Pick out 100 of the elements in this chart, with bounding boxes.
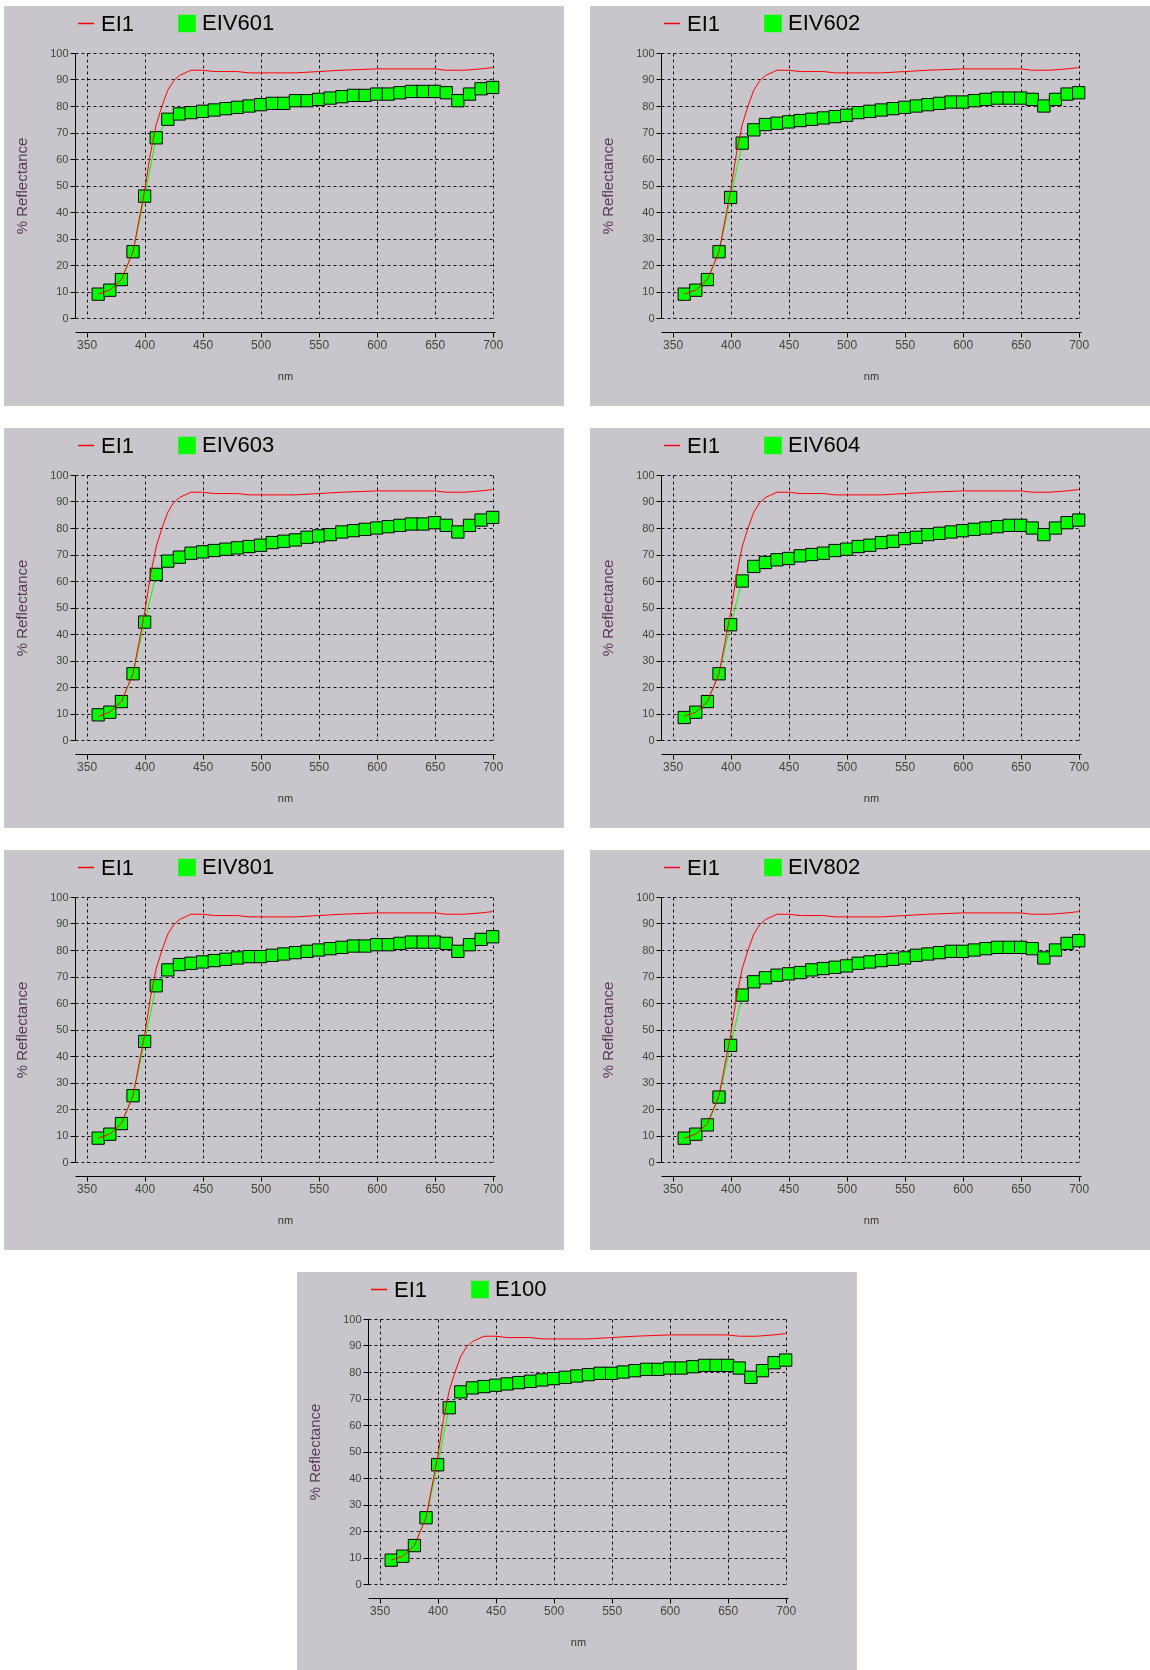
point — [886, 102, 900, 116]
point — [674, 1361, 688, 1375]
point — [1037, 951, 1051, 965]
x-axis-title: nm — [277, 791, 294, 804]
x-tick-label: 700 — [483, 759, 504, 774]
x-tick-label: 400 — [135, 759, 156, 774]
point — [265, 535, 279, 550]
point — [184, 546, 198, 560]
y-tick-label: 50 — [56, 601, 69, 613]
point — [474, 82, 488, 96]
y-tick-label: 10 — [642, 707, 655, 719]
x-tick-label: 700 — [1069, 759, 1090, 774]
y-tick-label: 30 — [349, 1498, 362, 1510]
point — [758, 971, 773, 985]
point — [921, 528, 935, 542]
point — [677, 710, 691, 725]
point — [1072, 86, 1086, 100]
point — [462, 87, 477, 101]
y-tick-label: 10 — [56, 1129, 69, 1141]
y-tick-label: 40 — [642, 1049, 655, 1062]
x-tick-label: 450 — [779, 759, 800, 774]
point — [1060, 936, 1074, 950]
y-tick-label: 30 — [642, 1076, 655, 1088]
point — [570, 1369, 584, 1383]
legend-label: EIV802 — [788, 854, 861, 880]
point — [967, 522, 981, 536]
x-tick-label: 350 — [77, 759, 98, 774]
y-tick-label: 0 — [62, 1155, 69, 1168]
legend-label: EIV604 — [788, 432, 861, 458]
x-tick-label: 500 — [837, 1181, 858, 1196]
y-tick-label: 0 — [62, 311, 69, 324]
point — [91, 708, 105, 722]
x-tick-label: 400 — [135, 337, 156, 352]
x-tick-label: 550 — [895, 759, 916, 774]
x-axis-title: nm — [277, 1213, 294, 1226]
x-axis-title: nm — [277, 369, 294, 382]
point — [486, 80, 500, 95]
point — [967, 943, 981, 957]
point — [207, 953, 221, 968]
point — [451, 94, 465, 108]
x-tick-label: 450 — [779, 1181, 800, 1196]
point — [1025, 92, 1039, 106]
y-tick-label: 100 — [343, 1312, 362, 1325]
x-tick-label: 650 — [425, 759, 446, 774]
point — [805, 547, 819, 562]
point — [535, 1373, 549, 1387]
x-tick-label: 550 — [309, 337, 330, 352]
y-tick-label: 50 — [642, 1023, 655, 1035]
point — [335, 525, 349, 539]
point — [979, 942, 993, 956]
point — [770, 116, 784, 130]
legend-label: EIV801 — [202, 854, 275, 880]
legend-label: EI1 — [687, 854, 721, 880]
point — [1025, 521, 1039, 535]
y-tick-label: 90 — [56, 73, 69, 85]
point — [863, 538, 877, 552]
y-tick-label: 80 — [56, 521, 69, 534]
y-tick-label: 70 — [642, 126, 655, 138]
point — [381, 87, 395, 101]
x-tick-label: 650 — [425, 337, 446, 352]
point — [416, 935, 430, 949]
y-tick-label: 60 — [642, 574, 655, 587]
y-tick-label: 100 — [50, 468, 69, 481]
x-tick-label: 400 — [428, 1603, 449, 1618]
point — [863, 955, 877, 969]
x-tick-label: 350 — [77, 337, 98, 352]
y-tick-label: 50 — [642, 601, 655, 613]
x-tick-label: 450 — [486, 1603, 507, 1618]
y-axis-title: % Reflectance — [13, 137, 31, 235]
point — [149, 979, 163, 993]
point — [439, 86, 453, 100]
y-tick-label: 40 — [642, 627, 655, 640]
point — [323, 528, 337, 542]
point — [816, 111, 831, 125]
point — [91, 287, 105, 301]
point — [1037, 99, 1051, 113]
point — [735, 574, 749, 588]
point — [1048, 943, 1063, 957]
point — [207, 103, 221, 117]
point — [439, 936, 453, 950]
legend-label: E100 — [495, 1276, 547, 1302]
x-tick-label: 700 — [483, 1181, 504, 1196]
y-axis-title: % Reflectance — [599, 981, 617, 1079]
x-tick-label: 600 — [953, 759, 974, 774]
y-tick-label: 60 — [642, 996, 655, 1009]
y-tick-label: 60 — [349, 1418, 362, 1431]
y-tick-label: 40 — [56, 205, 69, 218]
point — [793, 965, 807, 980]
y-tick-label: 0 — [648, 311, 655, 324]
y-tick-label: 60 — [642, 152, 655, 165]
y-axis-title: % Reflectance — [13, 981, 31, 1079]
point — [956, 95, 970, 109]
point — [747, 975, 761, 989]
point — [1002, 518, 1016, 532]
y-tick-label: 50 — [349, 1445, 362, 1457]
point — [805, 963, 819, 977]
point — [793, 113, 807, 128]
point — [161, 112, 175, 126]
point — [779, 1353, 793, 1367]
point — [358, 522, 372, 536]
